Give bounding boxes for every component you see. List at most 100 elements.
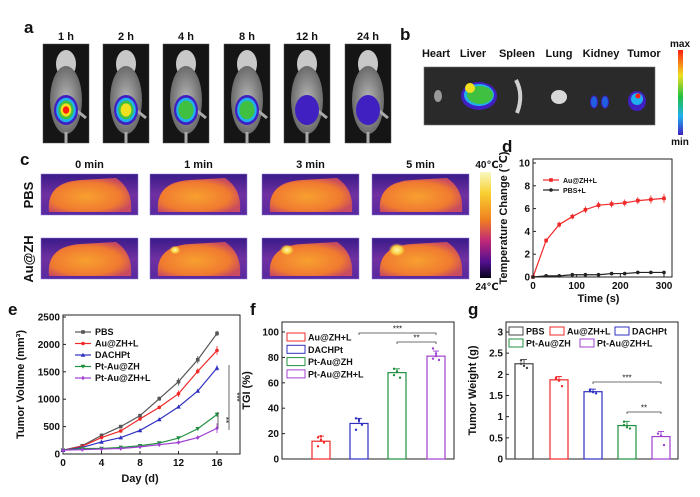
data-point-marker: [176, 436, 181, 441]
data-point: [319, 434, 323, 438]
y-tick-label: 3: [497, 328, 503, 339]
plot-frame: [62, 314, 241, 455]
lung-organ: [551, 90, 567, 104]
x-tick-label: 16: [211, 458, 223, 469]
significance-label: ***: [232, 392, 241, 401]
significance-label: **: [413, 334, 419, 343]
colorbar-min-label: min: [671, 137, 689, 148]
organ-label: Lung: [546, 48, 573, 60]
organ-label: Heart: [422, 48, 450, 60]
y-tick-label: 1: [497, 412, 503, 423]
data-point-marker: [195, 388, 201, 393]
data-point-marker: [596, 203, 601, 207]
time-label: 5 min: [406, 159, 435, 171]
bar: [311, 440, 331, 460]
data-point-marker: [636, 198, 640, 203]
data-point: [392, 373, 396, 377]
liver-organ: [461, 82, 497, 110]
data-point-marker: [622, 271, 627, 276]
x-axis-label: Time (s): [578, 293, 620, 305]
y-tick-label: 0: [273, 455, 279, 466]
data-point-marker: [214, 365, 220, 370]
y-tick-label: 6: [524, 204, 530, 215]
data-point: [434, 354, 438, 358]
data-point-marker: [195, 426, 201, 432]
data-point-marker: [81, 375, 85, 381]
heart-organ: [434, 90, 442, 102]
legend-label: DACHPt: [632, 327, 667, 337]
panel-label-f: f: [250, 300, 256, 319]
thermal-image: [261, 237, 360, 280]
y-tick-label: 20: [268, 429, 280, 440]
data-point: [525, 366, 529, 370]
timepoint-label: 1 h: [58, 31, 74, 43]
organ-image-strip: [423, 66, 656, 126]
data-point-marker: [622, 201, 627, 205]
data-point-marker: [138, 413, 142, 418]
legend-label: Au@ZH+L: [567, 327, 611, 337]
bar-group: [583, 388, 603, 460]
data-point: [522, 364, 526, 368]
timepoint-label: 2 h: [118, 31, 134, 43]
y-tick-label: 8: [524, 181, 530, 192]
data-point-marker: [80, 447, 85, 452]
data-point: [395, 370, 399, 373]
plot-frame: [532, 158, 673, 278]
data-point-marker: [649, 197, 653, 202]
significance-bracket: [358, 332, 437, 335]
series-line: [62, 333, 218, 451]
mouse-image: [283, 43, 331, 144]
row-label: Au@ZH: [21, 235, 36, 282]
y-axis-label: Temperature Change (℃): [498, 151, 510, 284]
data-point-marker: [649, 270, 653, 275]
legend-label: PBS: [95, 327, 114, 337]
significance-label: ***: [393, 325, 402, 334]
x-tick-label: 300: [656, 281, 673, 292]
legend-swatch: [286, 369, 306, 379]
data-point-marker: [662, 196, 666, 201]
bar: [426, 355, 446, 460]
panel-label-a: a: [24, 18, 34, 37]
data-point: [519, 359, 523, 362]
mouse-image: [162, 43, 210, 144]
data-point: [316, 436, 320, 439]
legend-label: DACHPt: [308, 345, 343, 355]
data-point-marker: [157, 396, 162, 401]
legend-item: DACHPt: [286, 344, 343, 355]
data-point: [594, 392, 598, 395]
data-point: [431, 357, 435, 360]
panel-label-d: d: [502, 137, 512, 156]
legend-label: Pt-Au@ZH+L: [308, 369, 364, 379]
data-point-marker: [176, 440, 181, 445]
thermal-image: [149, 237, 248, 280]
panel-c-thermal-images: 40℃ 24℃ 0 min 1 min 3 min 5 min PBS Au@ZH: [21, 159, 499, 293]
legend-swatch: [579, 338, 595, 348]
legend-label: Pt-Au@ZH: [95, 362, 140, 372]
mouse-image: [102, 43, 150, 144]
data-point-marker: [138, 417, 142, 421]
significance-bracket: [592, 381, 662, 384]
fluorescence-signal: [62, 106, 70, 114]
data-point-marker: [583, 207, 588, 212]
data-point: [588, 388, 592, 391]
series-au-zh-l: [531, 193, 666, 279]
legend-swatch: [286, 332, 306, 342]
time-label: 1 min: [184, 159, 213, 171]
legend-item: Pt-Au@ZH: [75, 362, 140, 372]
bar-group: [426, 347, 446, 460]
data-point-marker: [61, 447, 65, 453]
y-axis-label: Tumor Volume (mm³): [15, 330, 27, 439]
y-tick-label: 10: [519, 159, 531, 170]
legend-swatch: [286, 357, 306, 367]
fluorescence-signal: [239, 100, 255, 120]
data-point: [557, 379, 561, 382]
significance-label: **: [221, 417, 230, 423]
hot-spot: [388, 243, 406, 257]
data-point-marker: [195, 369, 200, 374]
data-point: [322, 441, 326, 444]
data-point-marker: [570, 272, 575, 277]
legend-item: Au@ZH+L: [286, 332, 352, 343]
legend-label: DACHPt: [95, 350, 130, 360]
